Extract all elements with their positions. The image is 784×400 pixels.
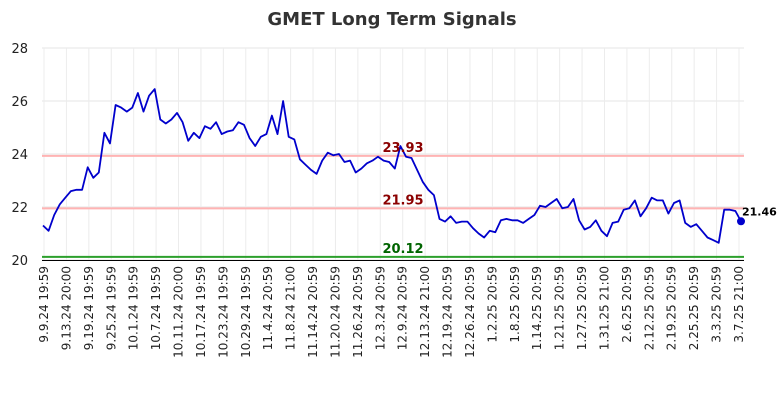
y-tick-label: 26 [11, 95, 28, 110]
x-tick-label: 9.19.24 19:59 [82, 266, 96, 350]
x-tick-label: 2.6.25 20:59 [620, 266, 634, 343]
x-tick-label: 11.14.24 20:59 [306, 266, 320, 358]
last-point-marker [737, 217, 745, 226]
series-line [42, 88, 742, 244]
x-tick-label: 2.12.25 20:59 [642, 266, 656, 350]
x-tick-label: 1.14.25 20:59 [530, 266, 544, 350]
x-tick-label: 1.8.25 20:59 [508, 266, 522, 343]
grid [42, 47, 744, 261]
x-tick-label: 2.25.25 20:59 [687, 266, 701, 350]
x-tick-label: 9.13.24 20:00 [59, 266, 73, 350]
x-tick-label: 11.8.24 21:00 [284, 266, 298, 350]
x-tick-label: 10.17.24 19:59 [194, 266, 208, 358]
x-tick-label: 12.3.24 20:59 [373, 266, 387, 350]
chart-title: GMET Long Term Signals [267, 9, 516, 30]
x-tick-label: 9.9.24 19:59 [37, 266, 51, 343]
x-tick-label: 11.26.24 20:59 [351, 266, 365, 358]
x-tick-label: 10.7.24 19:59 [149, 266, 163, 350]
x-tick-label: 12.26.24 20:59 [463, 266, 477, 358]
x-tick-label: 1.21.25 20:59 [553, 266, 567, 350]
x-tick-label: 1.31.25 21:00 [597, 266, 611, 350]
x-tick-label: 11.4.24 20:59 [261, 266, 275, 350]
x-tick-label: 1.2.25 20:59 [485, 266, 499, 343]
x-tick-label: 1.27.25 20:59 [575, 266, 589, 350]
reference-line-label: 23.93 [382, 141, 423, 156]
reference-line-label: 20.12 [382, 242, 423, 257]
axes: 20 22 24 26 28 9.9.24 19:59 9.13.24 20:00 9.19.… [11, 42, 746, 358]
reference-line-label: 21.95 [382, 193, 423, 208]
y-tick-label: 24 [11, 148, 28, 163]
labels: 23.93 21.95 20.12 21.46 [382, 141, 777, 257]
series [42, 88, 745, 244]
x-tick-label: 10.1.24 19:59 [127, 266, 141, 350]
x-tick-label: 3.3.25 20:59 [710, 266, 724, 343]
y-tick-label: 20 [11, 254, 28, 269]
x-tick-label: 11.20.24 20:59 [328, 266, 342, 358]
y-tick-label: 28 [11, 42, 28, 57]
last-point-label: 21.46 [742, 205, 777, 218]
x-tick-label: 3.7.25 21:00 [732, 266, 746, 343]
y-tick-label: 22 [11, 201, 28, 216]
x-tick-label: 12.19.24 20:59 [441, 266, 455, 358]
x-tick-label: 12.13.24 21:00 [418, 266, 432, 358]
x-tick-label: 10.23.24 19:59 [216, 266, 230, 358]
x-tick-label: 9.25.24 19:59 [104, 266, 118, 350]
x-tick-label: 10.11.24 20:00 [172, 266, 186, 358]
x-tick-label: 10.29.24 19:59 [239, 266, 253, 358]
x-tick-label: 2.19.25 20:59 [665, 266, 679, 350]
x-tick-label: 12.9.24 20:59 [396, 266, 410, 350]
